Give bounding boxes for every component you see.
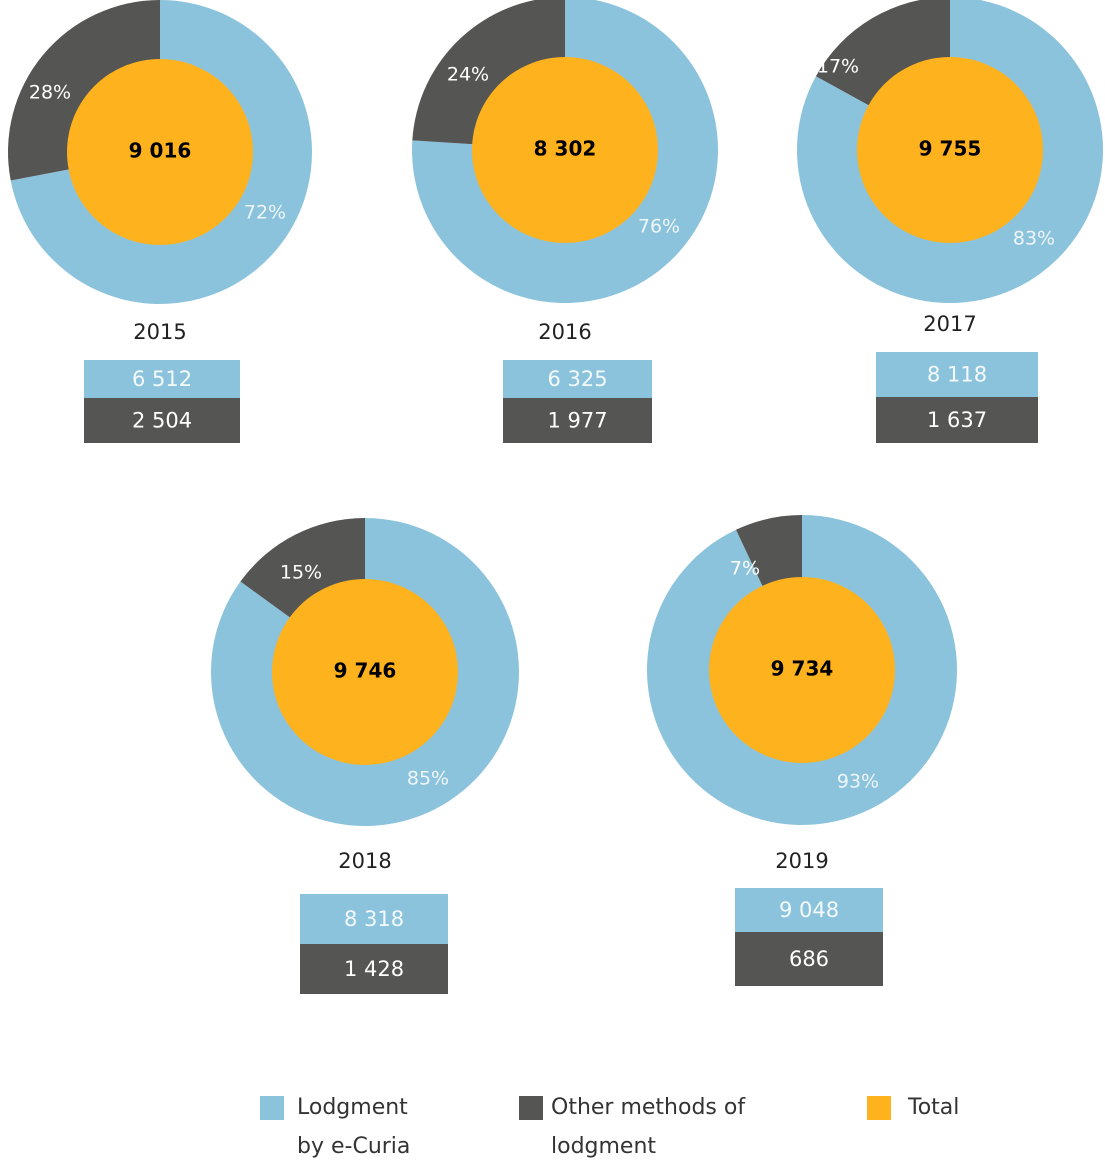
count-box	[503, 360, 652, 398]
count-box	[735, 888, 883, 932]
count-label: 8 318	[344, 907, 404, 931]
legend-label: Other methods of lodgment	[551, 1095, 746, 1159]
total-circle	[272, 579, 458, 765]
percent-label: 93%	[837, 771, 879, 793]
count-box	[300, 894, 448, 944]
count-label: 9 048	[779, 898, 839, 922]
count-label: 2 504	[132, 409, 192, 433]
count-label: 1 428	[344, 957, 404, 981]
total-label: 9 734	[771, 657, 834, 681]
legend-label: Lodgment by e-Curia	[297, 1095, 411, 1159]
count-label: 1 637	[927, 408, 987, 432]
percent-label: 24%	[447, 64, 489, 86]
percent-label: 72%	[244, 202, 286, 224]
count-box	[876, 352, 1038, 397]
count-box	[735, 932, 883, 986]
percent-label: 76%	[638, 216, 680, 238]
total-label: 9 755	[919, 137, 982, 161]
legend-swatch	[867, 1096, 891, 1120]
legend-swatch	[260, 1096, 284, 1120]
year-label: 2016	[538, 320, 591, 344]
percent-label: 28%	[29, 82, 71, 104]
count-label: 6 512	[132, 367, 192, 391]
count-box	[300, 944, 448, 994]
count-label: 686	[789, 947, 829, 971]
legend-label: Total	[908, 1095, 960, 1120]
total-label: 9 016	[129, 139, 192, 163]
count-box	[84, 360, 240, 398]
percent-label: 83%	[1013, 228, 1055, 250]
year-label: 2015	[133, 320, 186, 344]
percent-label: 7%	[730, 558, 760, 580]
count-label: 8 118	[927, 363, 987, 387]
year-label: 2019	[775, 849, 828, 873]
legend-swatch	[519, 1096, 543, 1120]
total-label: 8 302	[534, 137, 597, 161]
total-circle	[857, 57, 1043, 243]
count-box	[876, 397, 1038, 443]
percent-label: 85%	[407, 768, 449, 790]
count-label: 1 977	[547, 409, 607, 433]
percent-label: 17%	[817, 56, 859, 78]
year-label: 2018	[338, 849, 391, 873]
total-circle	[472, 57, 658, 243]
total-label: 9 746	[334, 659, 397, 683]
total-circle	[709, 577, 895, 763]
percent-label: 15%	[280, 562, 322, 584]
count-box	[84, 398, 240, 443]
count-label: 6 325	[547, 367, 607, 391]
year-label: 2017	[923, 312, 976, 336]
total-circle	[67, 59, 253, 245]
count-box	[503, 398, 652, 443]
